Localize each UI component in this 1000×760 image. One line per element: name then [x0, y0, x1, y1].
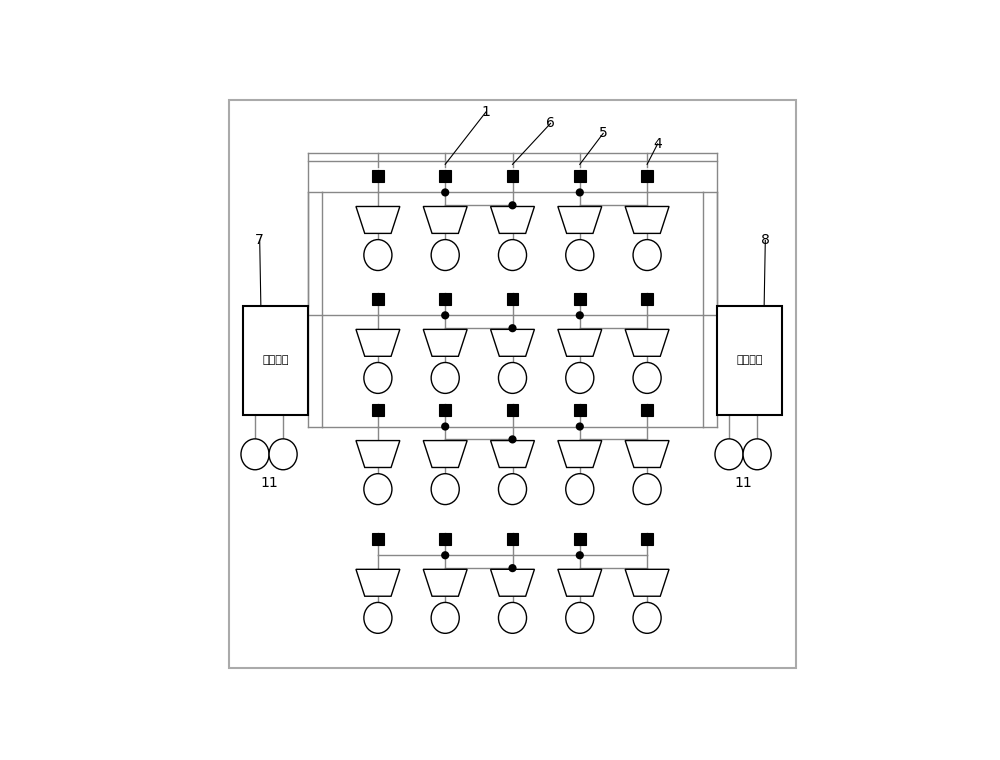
Polygon shape: [491, 441, 534, 467]
Circle shape: [508, 324, 517, 332]
Polygon shape: [423, 207, 467, 233]
Ellipse shape: [431, 473, 459, 505]
Polygon shape: [558, 329, 602, 356]
Polygon shape: [356, 569, 400, 597]
Text: 6: 6: [546, 116, 555, 131]
Ellipse shape: [364, 603, 392, 633]
Bar: [507, 170, 518, 182]
Bar: [507, 533, 518, 545]
Ellipse shape: [498, 363, 527, 394]
Circle shape: [576, 188, 584, 197]
Ellipse shape: [566, 603, 594, 633]
Text: 11: 11: [734, 477, 752, 490]
Circle shape: [441, 312, 449, 319]
Bar: [439, 293, 451, 305]
Ellipse shape: [633, 473, 661, 505]
Ellipse shape: [364, 239, 392, 271]
Polygon shape: [558, 569, 602, 597]
Bar: [439, 170, 451, 182]
Circle shape: [441, 551, 449, 559]
Text: 交叉开关: 交叉开关: [736, 356, 763, 366]
Bar: [641, 533, 653, 545]
Polygon shape: [423, 569, 467, 597]
Bar: [641, 293, 653, 305]
Ellipse shape: [498, 473, 527, 505]
Ellipse shape: [743, 439, 771, 470]
Polygon shape: [356, 441, 400, 467]
Bar: [641, 404, 653, 416]
Circle shape: [441, 423, 449, 431]
Bar: [372, 293, 384, 305]
Ellipse shape: [364, 363, 392, 394]
Ellipse shape: [566, 473, 594, 505]
Text: 5: 5: [599, 126, 608, 141]
Polygon shape: [491, 329, 534, 356]
Polygon shape: [625, 207, 669, 233]
Polygon shape: [356, 207, 400, 233]
Ellipse shape: [715, 439, 743, 470]
Bar: [372, 533, 384, 545]
Circle shape: [441, 188, 449, 197]
Ellipse shape: [633, 603, 661, 633]
Bar: [439, 404, 451, 416]
FancyBboxPatch shape: [243, 306, 308, 414]
Polygon shape: [423, 329, 467, 356]
Ellipse shape: [498, 603, 527, 633]
Bar: [641, 170, 653, 182]
Text: 11: 11: [260, 477, 278, 490]
Bar: [574, 533, 586, 545]
Bar: [574, 293, 586, 305]
Bar: [507, 293, 518, 305]
Ellipse shape: [431, 363, 459, 394]
Ellipse shape: [633, 239, 661, 271]
Circle shape: [576, 312, 584, 319]
Ellipse shape: [431, 239, 459, 271]
Bar: [507, 404, 518, 416]
Ellipse shape: [269, 439, 297, 470]
Ellipse shape: [364, 473, 392, 505]
Text: 7: 7: [255, 233, 264, 248]
Bar: [372, 170, 384, 182]
Ellipse shape: [431, 603, 459, 633]
Text: 8: 8: [761, 233, 770, 248]
Bar: [574, 170, 586, 182]
Ellipse shape: [633, 363, 661, 394]
Circle shape: [508, 201, 517, 210]
Ellipse shape: [241, 439, 269, 470]
Text: 4: 4: [653, 137, 662, 151]
Circle shape: [508, 564, 517, 572]
Polygon shape: [558, 207, 602, 233]
Polygon shape: [491, 207, 534, 233]
Circle shape: [576, 423, 584, 431]
Polygon shape: [625, 329, 669, 356]
Polygon shape: [625, 441, 669, 467]
Polygon shape: [491, 569, 534, 597]
Bar: [372, 404, 384, 416]
Ellipse shape: [566, 239, 594, 271]
FancyBboxPatch shape: [229, 100, 796, 667]
FancyBboxPatch shape: [717, 306, 782, 414]
Circle shape: [508, 435, 517, 444]
Ellipse shape: [566, 363, 594, 394]
Polygon shape: [558, 441, 602, 467]
Circle shape: [576, 551, 584, 559]
Polygon shape: [625, 569, 669, 597]
Ellipse shape: [498, 239, 527, 271]
Polygon shape: [423, 441, 467, 467]
Bar: [574, 404, 586, 416]
Polygon shape: [356, 329, 400, 356]
Text: 1: 1: [482, 105, 491, 119]
Bar: [439, 533, 451, 545]
Text: 交叉开关: 交叉开关: [262, 356, 289, 366]
